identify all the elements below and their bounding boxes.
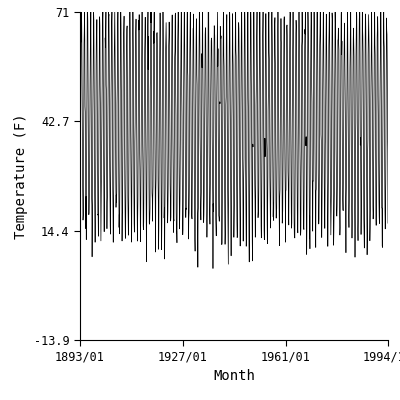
X-axis label: Month: Month <box>213 369 255 383</box>
Y-axis label: Temperature (F): Temperature (F) <box>14 113 28 239</box>
